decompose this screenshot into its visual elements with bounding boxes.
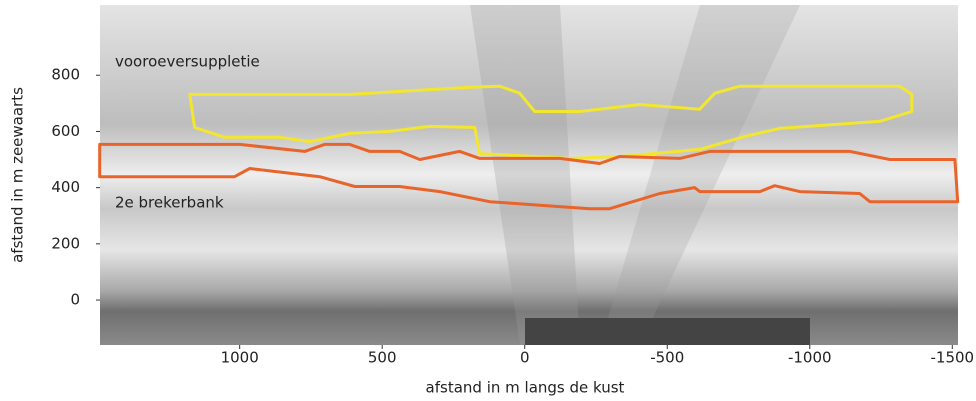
x-tick-label: -1500 [931,349,975,367]
x-tick-label: -1000 [788,349,832,367]
x-tick-label: -500 [650,349,684,367]
beach-structure [525,318,810,345]
x-axis-label: afstand in m langs de kust [426,379,625,397]
x-tick-label: 500 [368,349,397,367]
y-tick-label: 400 [51,178,80,196]
annotation: vooroeversuppletie [115,53,260,71]
chart: afstand in m langs de kust afstand in m … [0,0,976,401]
y-axis-label: afstand in m zeewaarts [9,87,27,263]
annotation: 2e brekerbank [115,194,224,212]
x-tick-label: 0 [520,349,530,367]
y-tick-label: 0 [70,291,80,309]
x-tick-label: 1000 [221,349,259,367]
y-tick-label: 200 [51,234,80,252]
y-tick-label: 800 [51,66,80,84]
y-tick-label: 600 [51,122,80,140]
